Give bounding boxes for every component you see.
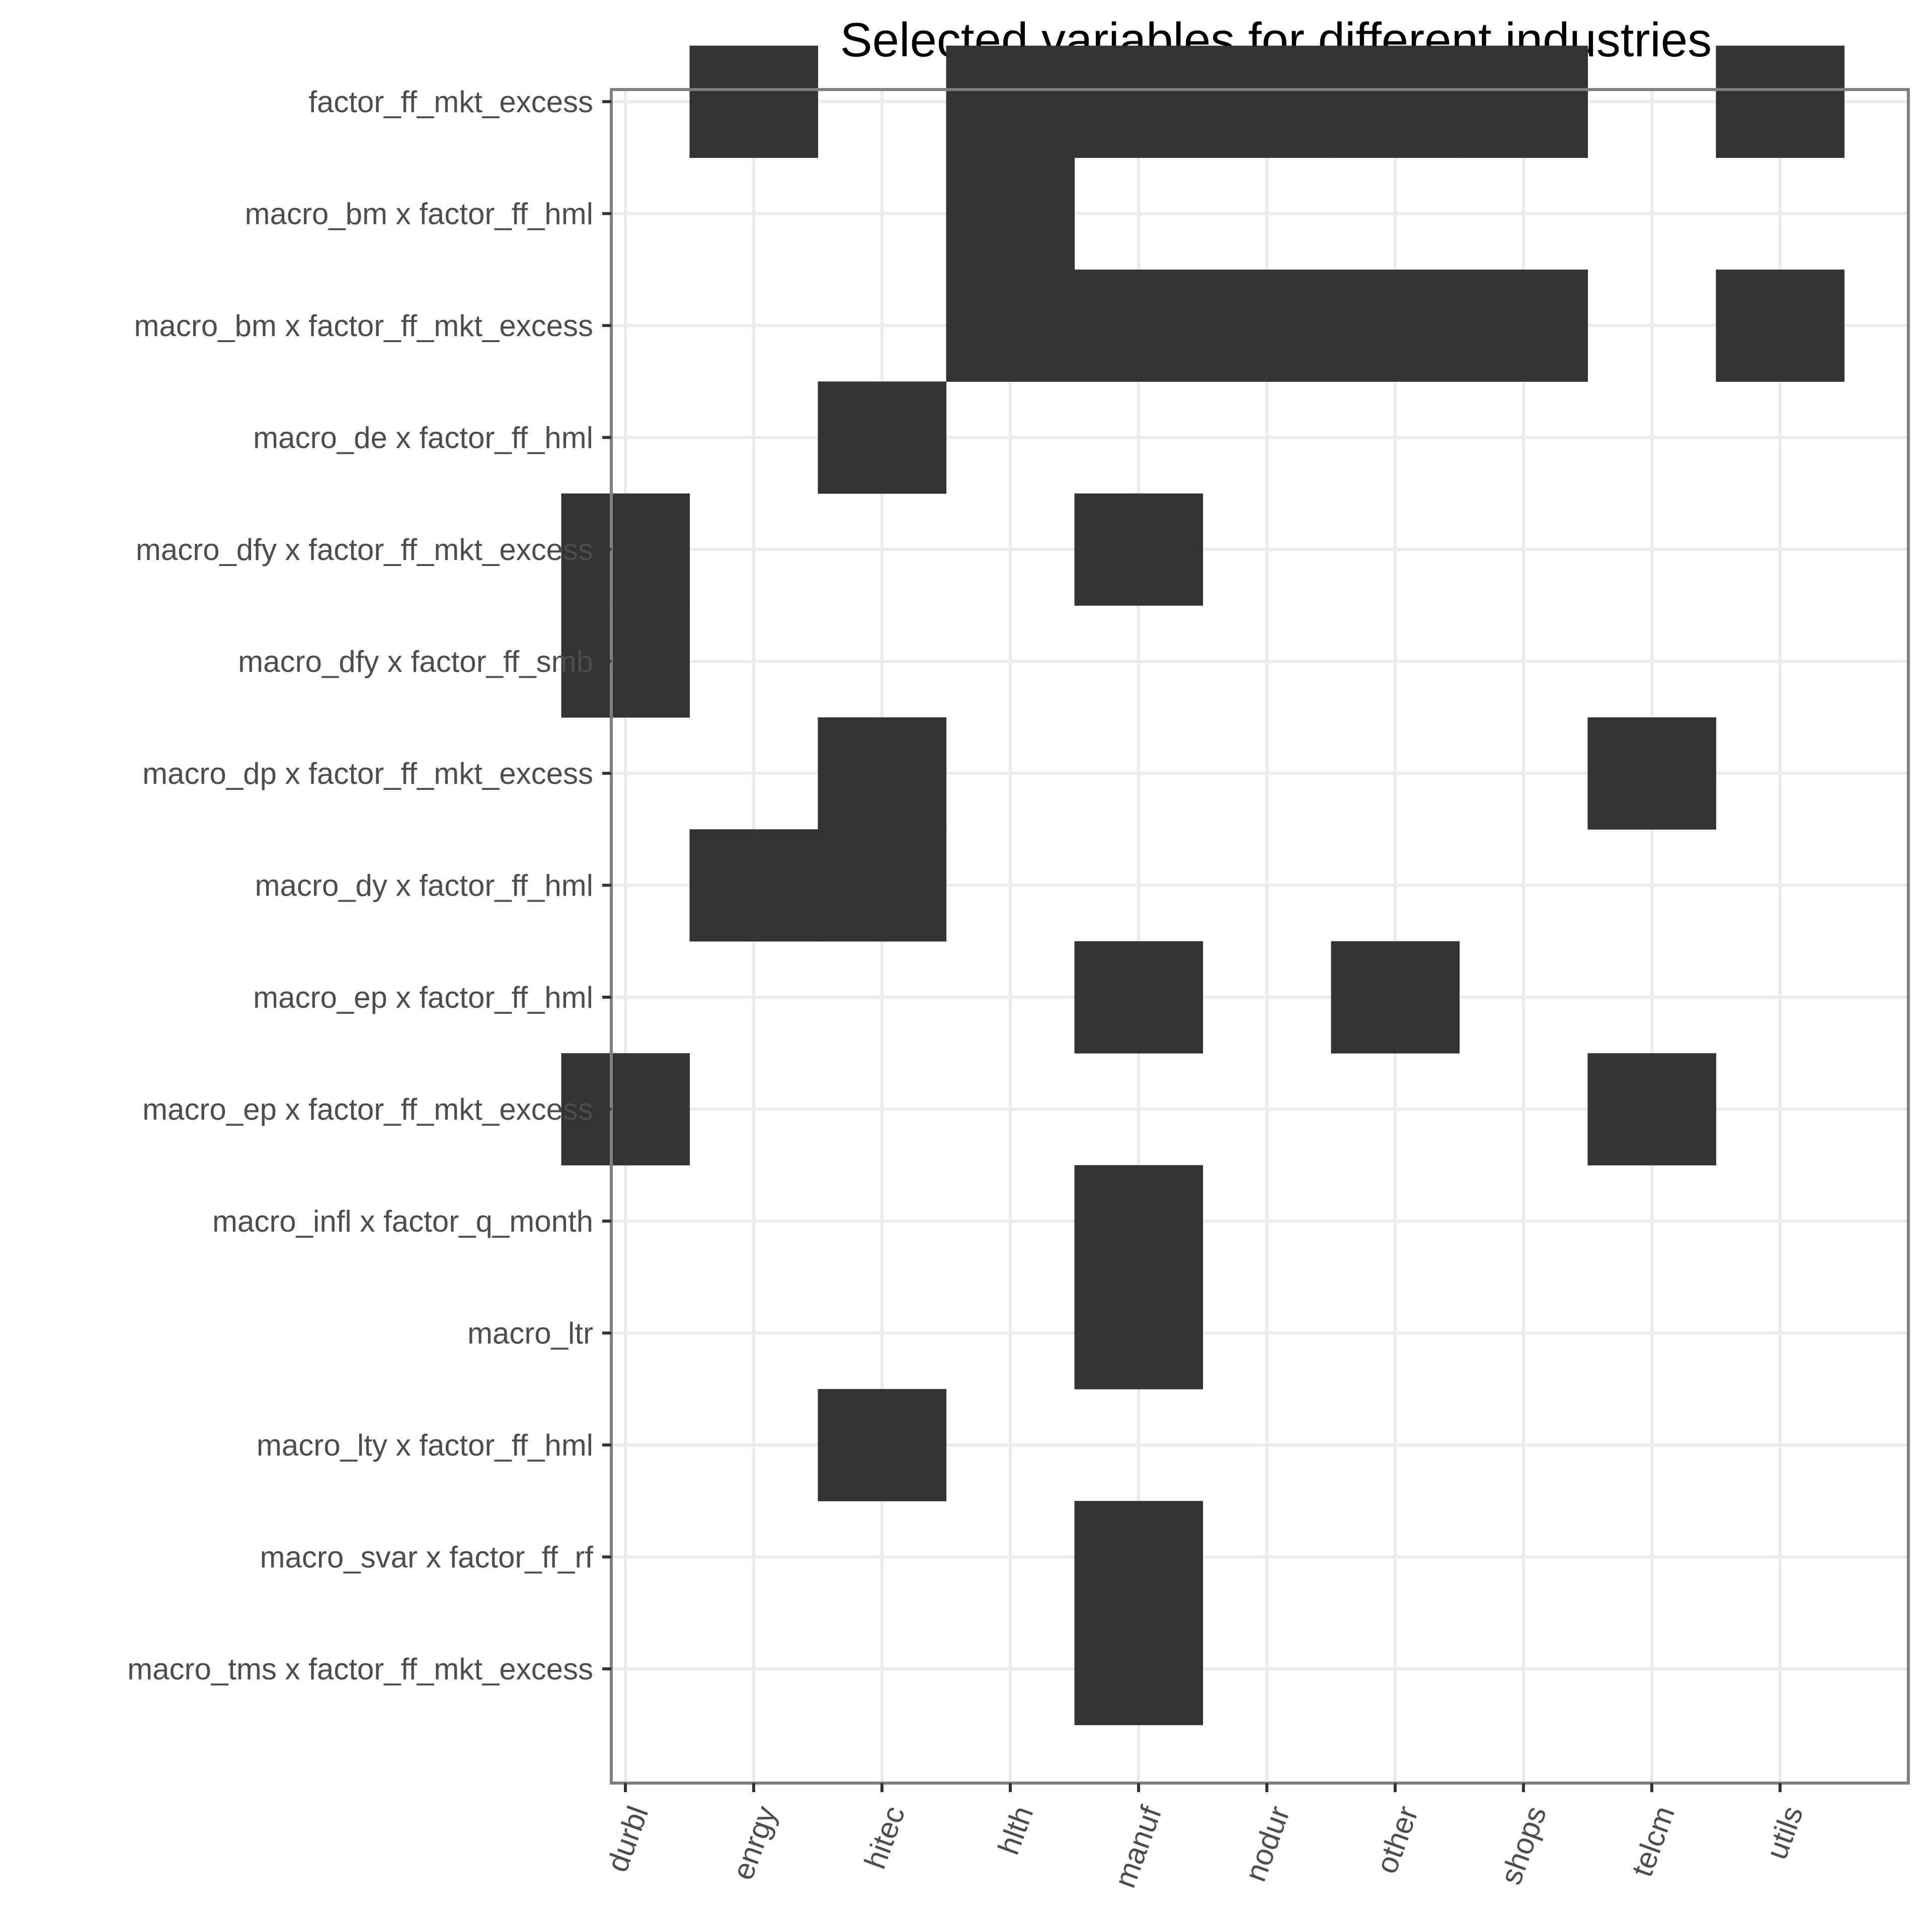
- cell-hitec-macro-dy-x-factor-ff-hml: [818, 829, 947, 942]
- x-tick-label-nodur: nodur: [1238, 1802, 1296, 1886]
- x-axis: durbl enrgy hitec hlth manuf nodur other shops t…: [600, 1783, 1810, 1892]
- cell-hitec-macro-lty-x-factor-ff-hml: [818, 1389, 947, 1501]
- cell-manuf-factor-ff-mkt-excess: [1074, 45, 1203, 158]
- x-tick-label-hlth: hlth: [991, 1802, 1039, 1859]
- y-tick-label-macro-ep-x-factor-ff-mkt-excess: macro_ep x factor_ff_mkt_excess: [142, 1093, 593, 1126]
- cell-manuf-macro-svar-x-factor-ff-rf: [1074, 1501, 1203, 1614]
- cell-manuf-macro-infl-x-factor-q-month: [1074, 1165, 1203, 1277]
- cell-hitec-macro-de-x-factor-ff-hml: [818, 381, 947, 494]
- cell-shops-factor-ff-mkt-excess: [1459, 45, 1588, 158]
- y-tick-label-macro-dfy-x-factor-ff-mkt-excess: macro_dfy x factor_ff_mkt_excess: [136, 533, 593, 567]
- selected-cells: [561, 45, 1845, 1725]
- y-tick-label-macro-dfy-x-factor-ff-smb: macro_dfy x factor_ff_smb: [238, 645, 593, 679]
- x-tick-label-utils: utils: [1759, 1802, 1809, 1864]
- y-axis: factor_ff_mkt_excess macro_bm x factor_ff…: [127, 85, 611, 1686]
- cell-hitec-macro-dp-x-factor-ff-mkt-excess: [818, 717, 947, 830]
- cell-nodur-factor-ff-mkt-excess: [1202, 45, 1332, 158]
- y-tick-label-macro-de-x-factor-ff-hml: macro_de x factor_ff_hml: [253, 421, 593, 455]
- cell-hlth-macro-bm-x-factor-ff-mkt-excess: [946, 269, 1075, 382]
- y-tick-label-macro-dy-x-factor-ff-hml: macro_dy x factor_ff_hml: [255, 869, 593, 903]
- y-tick-label-macro-ltr: macro_ltr: [467, 1317, 593, 1350]
- x-tick-label-hitec: hitec: [858, 1802, 911, 1873]
- cell-manuf-macro-tms-x-factor-ff-mkt-excess: [1074, 1613, 1203, 1725]
- cell-hlth-macro-bm-x-factor-ff-hml: [946, 157, 1075, 270]
- y-tick-label-macro-svar-x-factor-ff-rf: macro_svar x factor_ff_rf: [260, 1541, 594, 1574]
- x-tick-label-shops: shops: [1494, 1802, 1553, 1889]
- y-tick-label-macro-dp-x-factor-ff-mkt-excess: macro_dp x factor_ff_mkt_excess: [142, 757, 593, 790]
- cell-utils-factor-ff-mkt-excess: [1716, 45, 1845, 158]
- y-tick-label-macro-infl-x-factor-q-month: macro_infl x factor_q_month: [212, 1204, 593, 1238]
- y-tick-label-macro-lty-x-factor-ff-hml: macro_lty x factor_ff_hml: [257, 1428, 593, 1462]
- y-tick-label-macro-bm-x-factor-ff-hml: macro_bm x factor_ff_hml: [245, 197, 594, 231]
- cell-nodur-macro-bm-x-factor-ff-mkt-excess: [1202, 269, 1332, 382]
- cell-shops-macro-bm-x-factor-ff-mkt-excess: [1459, 269, 1588, 382]
- panel-border: [610, 88, 1910, 1785]
- x-tick-label-manuf: manuf: [1108, 1802, 1168, 1892]
- y-tick-label-macro-tms-x-factor-ff-mkt-excess: macro_tms x factor_ff_mkt_excess: [127, 1652, 593, 1686]
- cell-manuf-macro-ep-x-factor-ff-hml: [1074, 941, 1203, 1054]
- cell-hlth-factor-ff-mkt-excess: [946, 45, 1075, 158]
- cell-manuf-macro-ltr: [1074, 1277, 1203, 1390]
- x-tick-label-durbl: durbl: [600, 1802, 655, 1876]
- x-tick-label-other: other: [1370, 1802, 1425, 1878]
- cell-other-factor-ff-mkt-excess: [1331, 45, 1460, 158]
- x-tick-label-enrgy: enrgy: [726, 1802, 783, 1884]
- x-tick-label-telcm: telcm: [1625, 1802, 1681, 1881]
- cell-enrgy-macro-dy-x-factor-ff-hml: [689, 829, 819, 942]
- cell-manuf-macro-dfy-x-factor-ff-mkt-excess: [1074, 493, 1203, 606]
- y-tick-label-macro-ep-x-factor-ff-hml: macro_ep x factor_ff_hml: [253, 981, 593, 1014]
- cell-enrgy-factor-ff-mkt-excess: [689, 45, 819, 158]
- cell-manuf-macro-bm-x-factor-ff-mkt-excess: [1074, 269, 1203, 382]
- cell-durbl-macro-dfy-x-factor-ff-mkt-excess: [561, 493, 690, 606]
- cell-other-macro-ep-x-factor-ff-hml: [1331, 941, 1460, 1054]
- y-tick-label-factor-ff-mkt-excess: factor_ff_mkt_excess: [308, 85, 593, 119]
- cell-other-macro-bm-x-factor-ff-mkt-excess: [1331, 269, 1460, 382]
- cell-telcm-macro-dp-x-factor-ff-mkt-excess: [1587, 717, 1717, 830]
- cell-durbl-macro-dfy-x-factor-ff-smb: [561, 605, 690, 718]
- cell-telcm-macro-ep-x-factor-ff-mkt-excess: [1587, 1053, 1717, 1166]
- cell-durbl-macro-ep-x-factor-ff-mkt-excess: [561, 1053, 690, 1166]
- cell-utils-macro-bm-x-factor-ff-mkt-excess: [1716, 269, 1845, 382]
- y-tick-label-macro-bm-x-factor-ff-mkt-excess: macro_bm x factor_ff_mkt_excess: [134, 309, 593, 343]
